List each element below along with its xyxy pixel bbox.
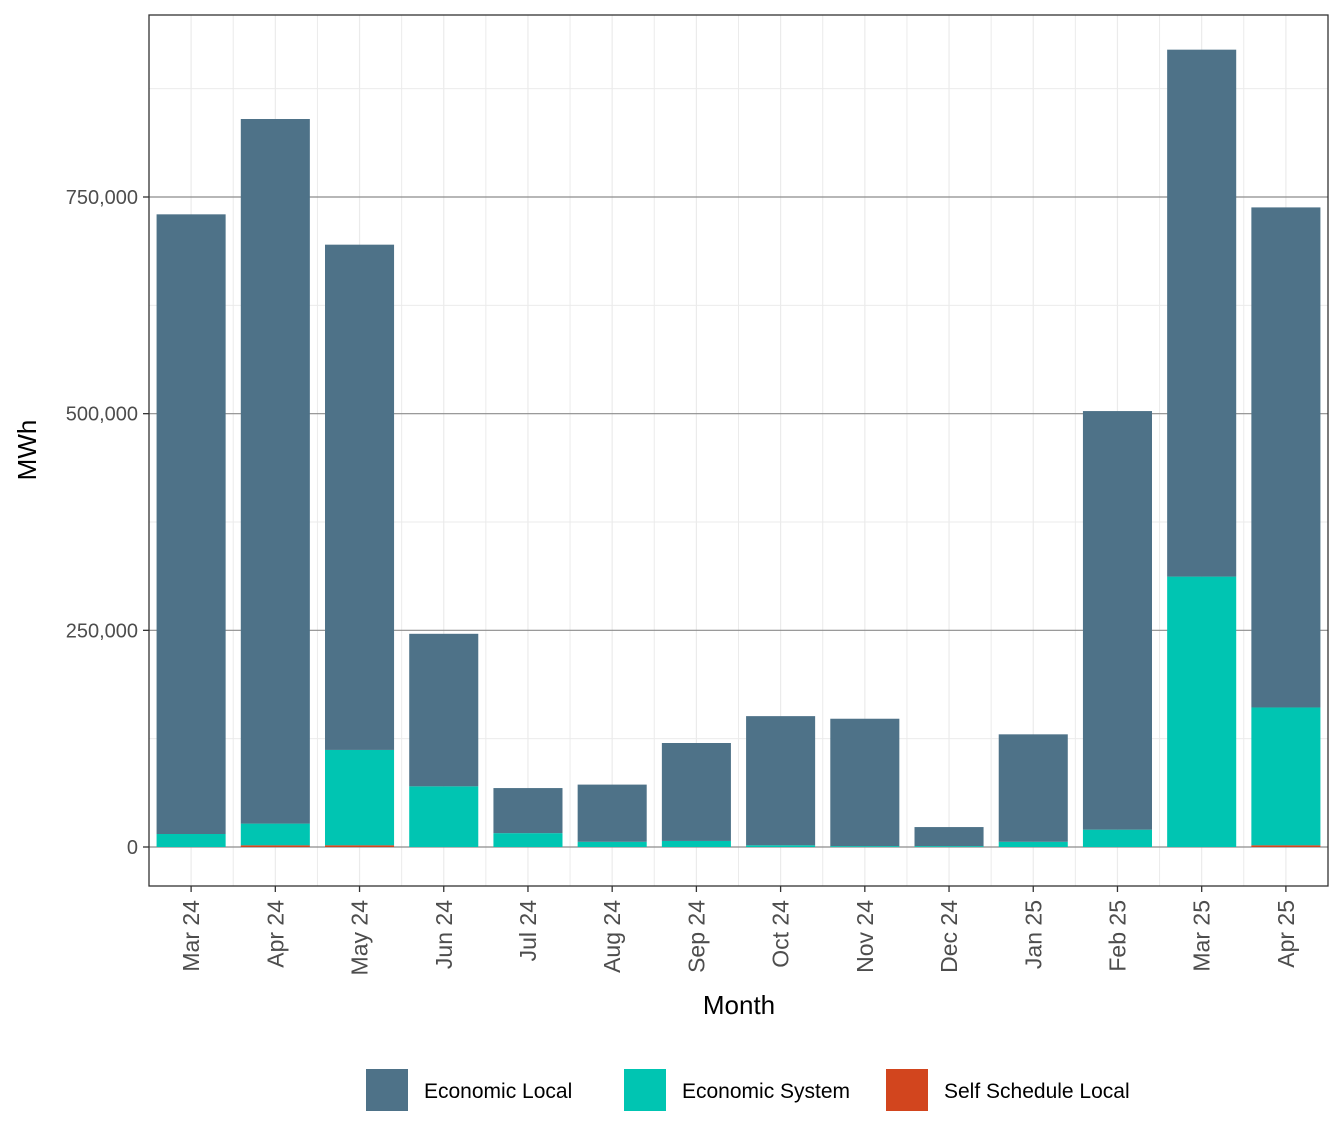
bar-economic-system-jun-24 [409,786,479,847]
legend-key-economic-local [366,1069,408,1111]
x-tick-label: Mar 25 [1189,900,1215,972]
bar-economic-system-sep-24 [661,840,731,847]
bar-economic-system-jul-24 [493,833,563,847]
bar-economic-local-nov-24 [830,718,900,847]
bars [156,49,1321,847]
bar-economic-local-apr-25 [1251,207,1321,708]
x-tick-label: Jul 24 [515,900,541,962]
x-tick-label: Apr 25 [1273,900,1299,968]
x-tick-label: Aug 24 [599,900,625,973]
bar-economic-system-jan-25 [998,841,1068,847]
bar-economic-system-mar-25 [1167,576,1237,847]
bar-self-schedule-local-may-24 [325,845,395,847]
bar-economic-local-mar-25 [1167,49,1237,577]
bar-economic-local-jul-24 [493,788,563,834]
bar-economic-system-apr-25 [1251,707,1321,846]
plot-panel-border [148,14,1329,887]
y-axis-title: MWh [12,420,42,481]
x-tick-label: Oct 24 [768,900,794,968]
bar-economic-system-dec-24 [914,846,984,847]
legend-label-self-schedule-local: Self Schedule Local [944,1080,1130,1103]
x-tick-label: Mar 24 [178,900,204,972]
x-tick-label: Feb 25 [1104,900,1130,972]
y-tick-label: 750,000 [66,187,138,209]
legend: Economic Local Economic System Self Schedu… [366,1069,1130,1111]
x-tick-label: Sep 24 [683,900,709,973]
bar-economic-system-oct-24 [746,845,816,847]
legend-key-self-schedule-local [886,1069,928,1111]
bar-economic-system-mar-24 [156,834,226,847]
bar-economic-local-oct-24 [746,716,816,846]
x-tick-label: Apr 24 [262,900,288,968]
bar-economic-local-apr-24 [240,119,310,824]
bar-economic-local-dec-24 [914,827,984,847]
x-tick-label: Nov 24 [852,900,878,973]
x-tick-label: May 24 [347,900,373,976]
bar-economic-system-apr-24 [240,823,310,846]
bar-economic-local-sep-24 [661,743,731,841]
x-tick-label: Jan 25 [1020,900,1046,969]
bar-self-schedule-local-apr-25 [1251,845,1321,847]
y-axis: 0 250,000 500,000 750,000 [66,187,149,859]
legend-label-economic-local: Economic Local [424,1080,572,1103]
bar-economic-system-may-24 [325,749,395,846]
y-tick-label: 0 [127,837,138,859]
bar-economic-local-jun-24 [409,633,479,787]
bar-economic-system-aug-24 [577,841,647,847]
bar-economic-local-may-24 [325,244,395,750]
bar-economic-system-nov-24 [830,846,900,847]
bar-economic-local-jan-25 [998,734,1068,842]
bar-economic-local-mar-24 [156,214,226,835]
legend-key-economic-system [624,1069,666,1111]
bar-economic-system-feb-25 [1082,829,1152,847]
y-tick-label: 500,000 [66,404,138,426]
x-axis: Mar 24 Apr 24 May 24 Jun 24 Jul 24 Aug 24 Sep … [178,886,1299,975]
x-axis-title: Month [703,990,775,1020]
legend-label-economic-system: Economic System [682,1080,850,1103]
x-tick-label: Dec 24 [936,900,962,973]
x-tick-label: Jun 24 [431,900,457,969]
bar-economic-local-feb-25 [1082,411,1152,830]
bar-economic-local-aug-24 [577,784,647,842]
bar-self-schedule-local-apr-24 [240,845,310,847]
y-tick-label: 250,000 [66,620,138,642]
